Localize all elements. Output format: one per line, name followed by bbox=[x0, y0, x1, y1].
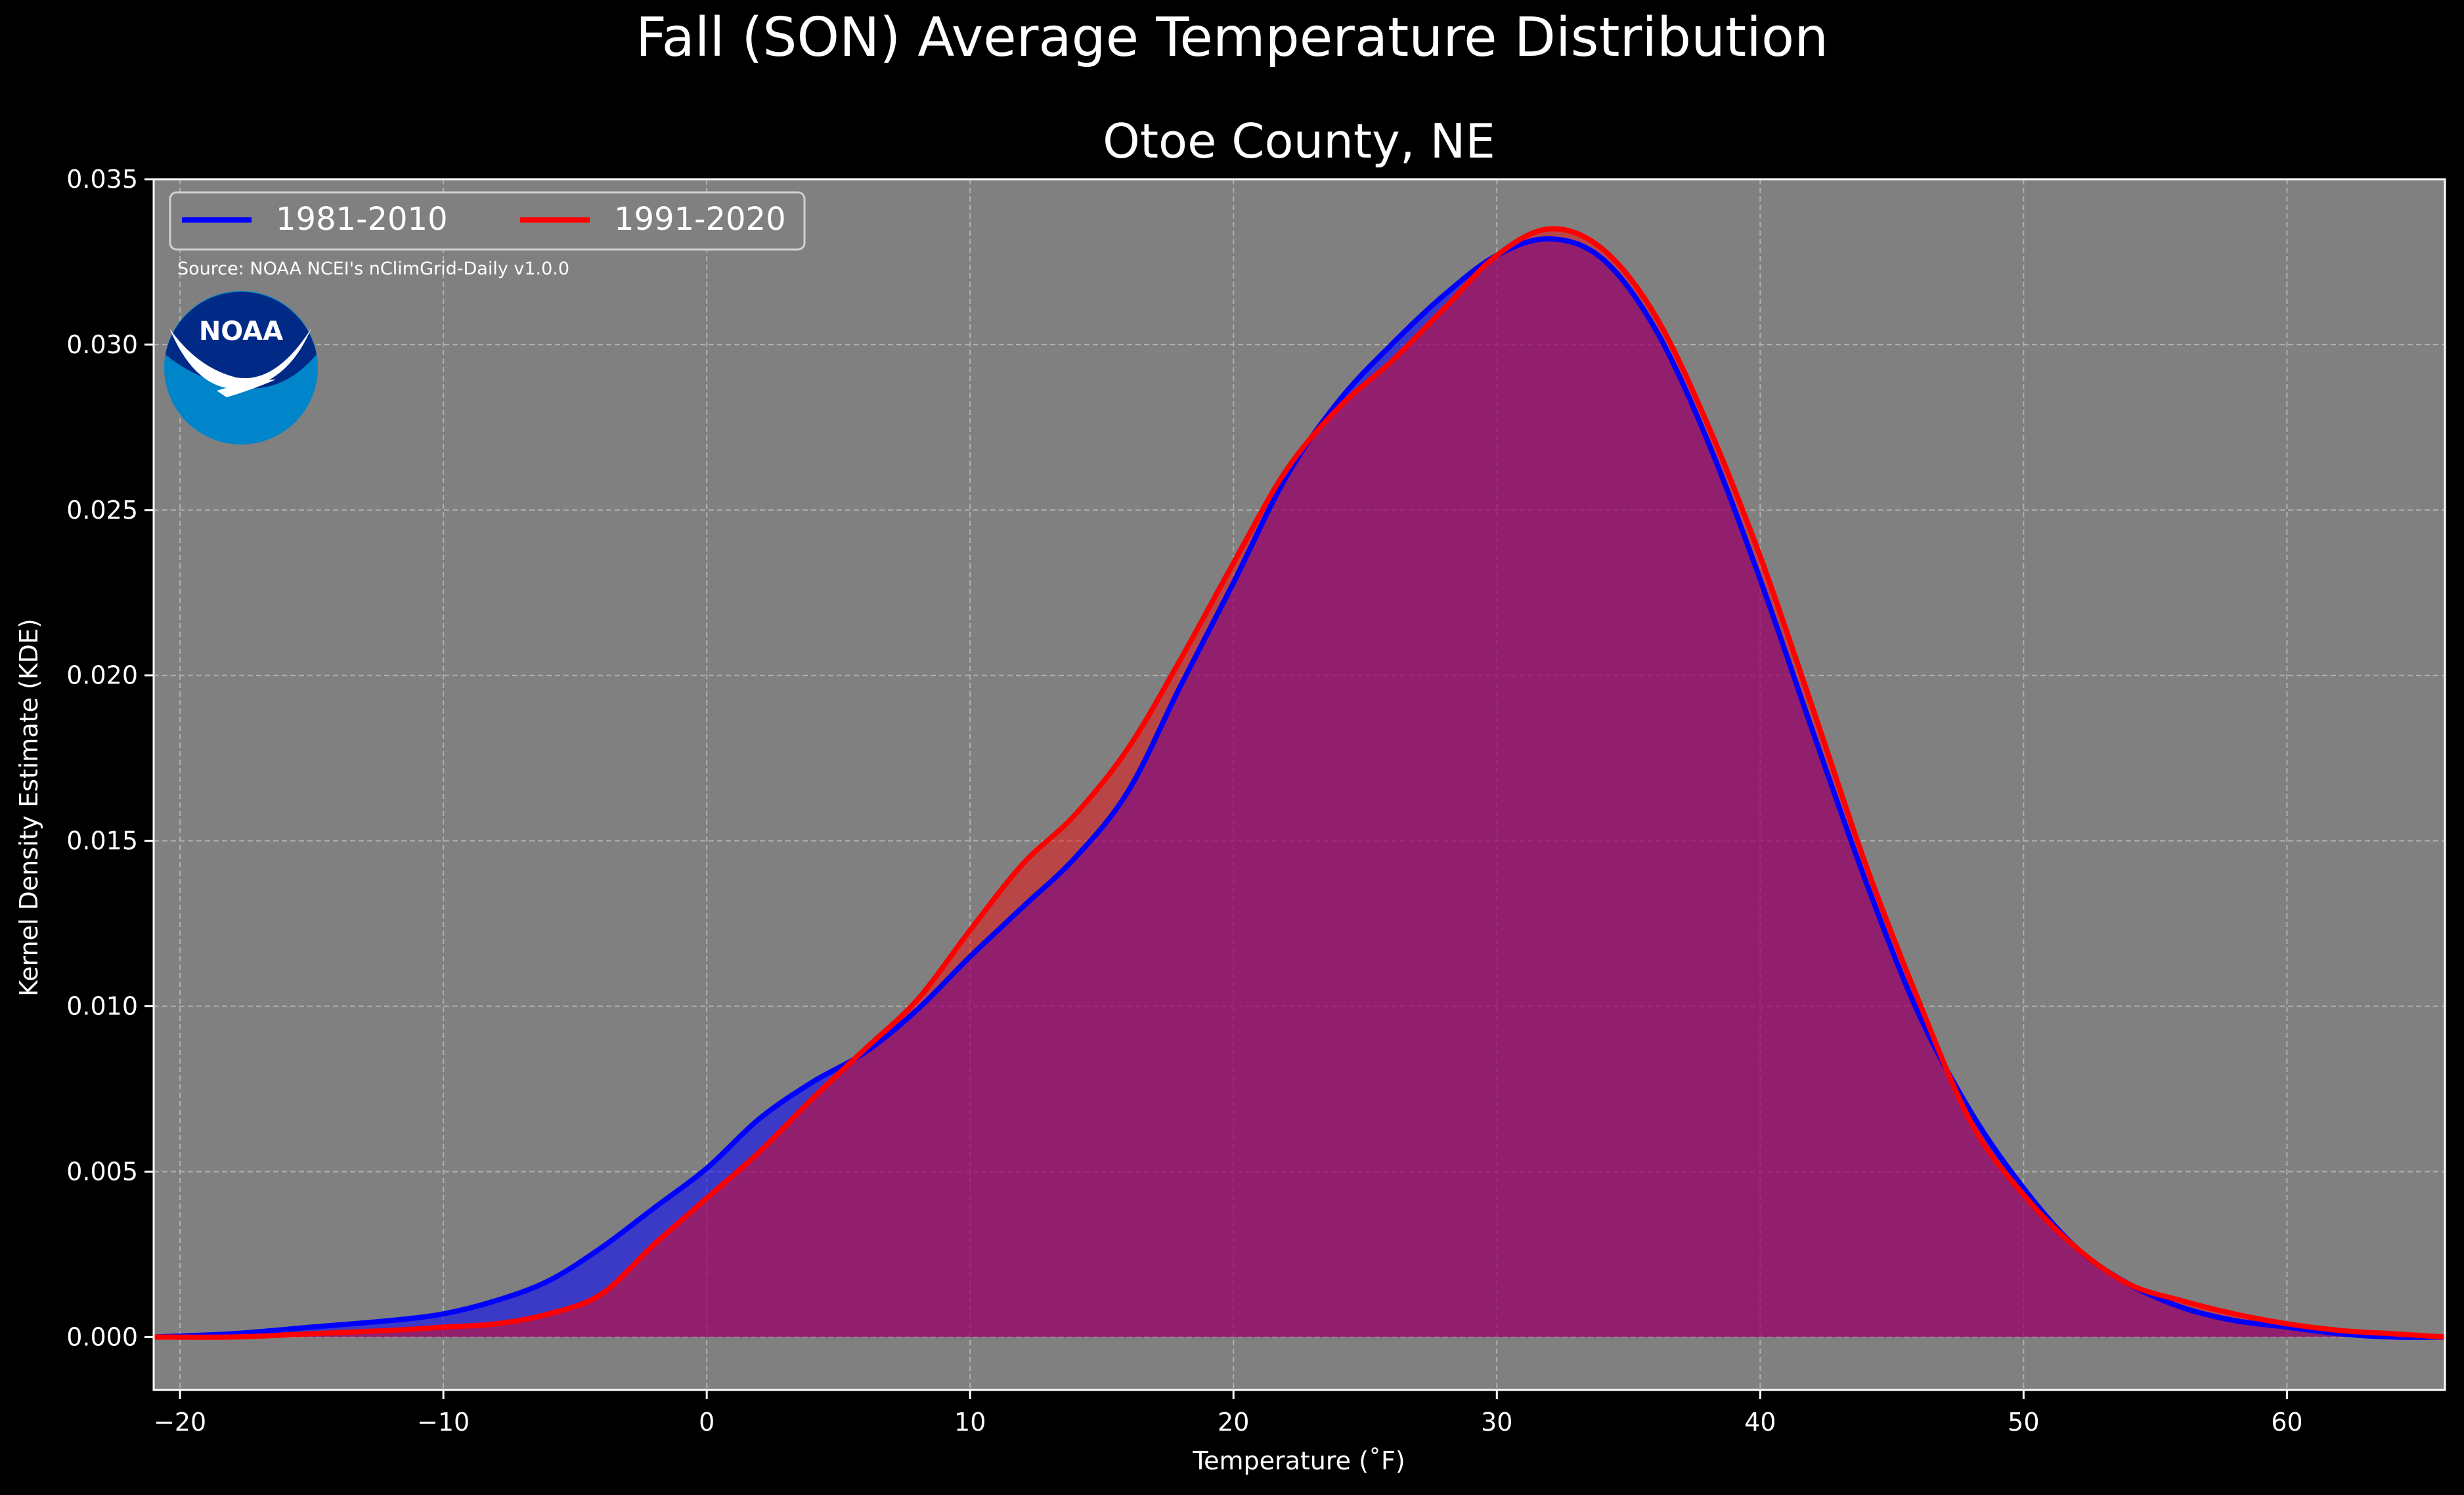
x-tick-label: 60 bbox=[2271, 1408, 2302, 1437]
y-axis-label: Kernel Density Estimate (KDE) bbox=[14, 618, 43, 997]
line-1981-2010 bbox=[153, 236, 2446, 1340]
x-tick-label: 40 bbox=[1744, 1408, 1776, 1437]
x-tick-label: 10 bbox=[954, 1408, 986, 1437]
x-tick-label: 50 bbox=[2008, 1408, 2039, 1437]
area-fill-1991-2020 bbox=[154, 228, 2445, 1337]
legend-label-1991-2020: 1991-2020 bbox=[614, 201, 786, 238]
y-tick-label: 0.025 bbox=[66, 496, 138, 525]
y-axis-ticks: 0.000 0.005 0.010 0.015 0.020 0.025 0.030 0.035 bbox=[66, 165, 154, 1351]
noaa-logo-icon: NOAA bbox=[164, 291, 318, 444]
y-tick-label: 0.020 bbox=[66, 661, 138, 690]
chart-title: Otoe County, NE bbox=[1103, 114, 1495, 169]
line-1991-2020 bbox=[153, 226, 2446, 1340]
legend: 1981-2010 1991-2020 bbox=[169, 191, 806, 251]
legend-label-1981-2010: 1981-2010 bbox=[276, 201, 448, 238]
area-fill-1981-2010 bbox=[154, 238, 2445, 1337]
x-tick-label: −20 bbox=[154, 1408, 206, 1437]
x-tick-label: 20 bbox=[1218, 1408, 1249, 1437]
y-tick-label: 0.005 bbox=[66, 1157, 138, 1186]
source-note: Source: NOAA NCEI's nClimGrid-Daily v1.0… bbox=[177, 259, 569, 279]
noaa-logo-text: NOAA bbox=[199, 316, 283, 347]
series-areas bbox=[154, 228, 2445, 1337]
y-tick-label: 0.030 bbox=[66, 330, 138, 359]
chart-suptitle: Fall (SON) Average Temperature Distribut… bbox=[636, 7, 1828, 69]
x-tick-label: 0 bbox=[699, 1408, 715, 1437]
y-tick-label: 0.010 bbox=[66, 992, 138, 1021]
series-lines bbox=[153, 226, 2446, 1340]
x-tick-label: −10 bbox=[417, 1408, 470, 1437]
y-tick-label: 0.015 bbox=[66, 827, 138, 856]
x-axis-label: Temperature (˚F) bbox=[1192, 1446, 1405, 1475]
y-tick-label: 0.035 bbox=[66, 165, 138, 194]
plot-frame bbox=[152, 178, 2446, 1391]
x-axis-ticks: −20 −10 0 10 20 30 40 50 60 bbox=[154, 1390, 2303, 1437]
y-tick-label: 0.000 bbox=[66, 1322, 138, 1351]
x-tick-label: 30 bbox=[1481, 1408, 1512, 1437]
legend-box bbox=[169, 191, 806, 251]
